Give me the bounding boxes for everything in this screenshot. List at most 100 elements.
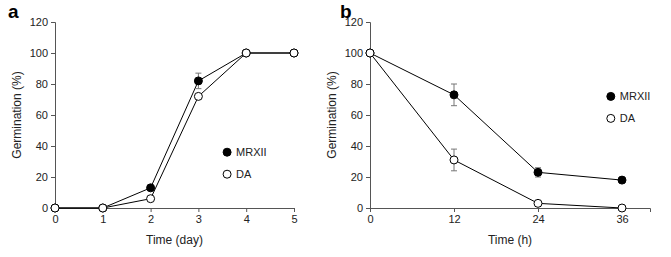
legend-marker — [223, 170, 231, 178]
tick-label: 2 — [148, 213, 154, 225]
tick: 4 — [244, 208, 250, 225]
tick-label: 1 — [100, 213, 106, 225]
tick-label: 0 — [357, 202, 363, 214]
legend-label: DA — [620, 112, 636, 124]
point — [534, 199, 542, 207]
y-axis-title: Germination (%) — [10, 71, 24, 158]
legend-label: DA — [236, 168, 252, 180]
tick-label: 5 — [291, 213, 297, 225]
point — [450, 91, 458, 99]
point — [194, 92, 202, 100]
tick-label: 60 — [351, 109, 363, 121]
tick-label: 80 — [351, 78, 363, 90]
tick-mark — [51, 146, 55, 147]
axis-line — [51, 23, 56, 209]
tick: 60 — [351, 109, 370, 121]
tick-mark — [366, 177, 370, 178]
tick-label: 4 — [244, 213, 250, 225]
tick: 40 — [36, 140, 55, 152]
tick-mark — [366, 84, 370, 85]
tick-mark — [51, 115, 55, 116]
panel-title: b — [340, 1, 352, 22]
series-line — [370, 53, 622, 180]
tick-label: 12 — [448, 213, 460, 225]
axis-line — [371, 209, 651, 213]
legend: MRXII DA — [223, 146, 267, 180]
tick-label: 60 — [36, 109, 48, 121]
point — [618, 176, 626, 184]
tick-mark — [366, 22, 370, 23]
x-axis-title: Time (h) — [488, 233, 532, 247]
tick-mark — [51, 53, 55, 54]
legend-item: MRXII — [223, 146, 267, 158]
tick: 120 — [30, 16, 55, 28]
legend-marker — [607, 114, 615, 122]
plot-area — [51, 49, 298, 212]
error-cap — [451, 170, 457, 171]
point — [147, 184, 155, 192]
panel: 0122436020406080100120Time (h)Germinatio… — [325, 1, 651, 247]
point — [290, 49, 298, 57]
tick: 24 — [532, 208, 544, 225]
y-axis-title: Germination (%) — [325, 71, 339, 158]
x-axis: 0 1 2 3 4 5 — [52, 208, 297, 225]
error-bar — [535, 168, 541, 177]
tick-label: 40 — [36, 140, 48, 152]
tick-label: 3 — [196, 213, 202, 225]
legend-marker — [223, 148, 231, 156]
tick-label: 0 — [52, 213, 58, 225]
tick: 100 — [30, 47, 55, 59]
error-bar — [451, 149, 457, 171]
tick-label: 80 — [36, 78, 48, 90]
tick: 40 — [351, 140, 370, 152]
point — [147, 195, 155, 203]
tick: 3 — [196, 208, 202, 225]
tick-mark — [454, 208, 455, 212]
tick-label: 0 — [42, 202, 48, 214]
point — [450, 156, 458, 164]
tick-mark — [366, 208, 370, 209]
legend-item: MRXII — [607, 90, 651, 102]
tick: 80 — [351, 78, 370, 90]
legend-item: DA — [607, 112, 636, 124]
tick-label: 36 — [616, 213, 628, 225]
legend-label: MRXII — [620, 90, 651, 102]
x-axis-title: Time (day) — [146, 233, 203, 247]
tick-label: 100 — [345, 47, 363, 59]
tick: 5 — [291, 208, 297, 225]
x-axis: 0122436 — [367, 208, 650, 225]
tick-mark — [51, 177, 55, 178]
tick-mark — [51, 84, 55, 85]
tick-mark — [198, 208, 199, 212]
legend-marker — [607, 92, 615, 100]
tick: 80 — [36, 78, 55, 90]
tick-mark — [538, 208, 539, 212]
point — [618, 204, 626, 212]
point — [242, 49, 250, 57]
tick: 20 — [36, 171, 55, 183]
tick-mark — [294, 208, 295, 212]
series-line — [55, 53, 294, 208]
point — [51, 204, 59, 212]
y-axis: 020406080100120 — [345, 16, 371, 214]
plot-area — [366, 49, 626, 212]
tick-mark — [366, 146, 370, 147]
point — [366, 49, 374, 57]
axis-line — [56, 209, 295, 213]
legend-label: MRXII — [236, 146, 267, 158]
error-cap — [195, 73, 201, 74]
tick-mark — [151, 208, 152, 212]
point — [534, 168, 542, 176]
point — [290, 49, 298, 57]
point — [99, 204, 107, 212]
error-cap — [195, 88, 201, 89]
figure: 012345020406080100120Time (day)Germinati… — [0, 0, 671, 257]
panel-title: a — [8, 1, 19, 22]
tick: 12 — [448, 208, 460, 225]
tick: 20 — [351, 171, 370, 183]
tick-label: 20 — [351, 171, 363, 183]
error-bar — [195, 73, 201, 89]
tick: 0 — [357, 202, 370, 214]
error-bar — [451, 84, 457, 106]
error-cap — [451, 149, 457, 150]
